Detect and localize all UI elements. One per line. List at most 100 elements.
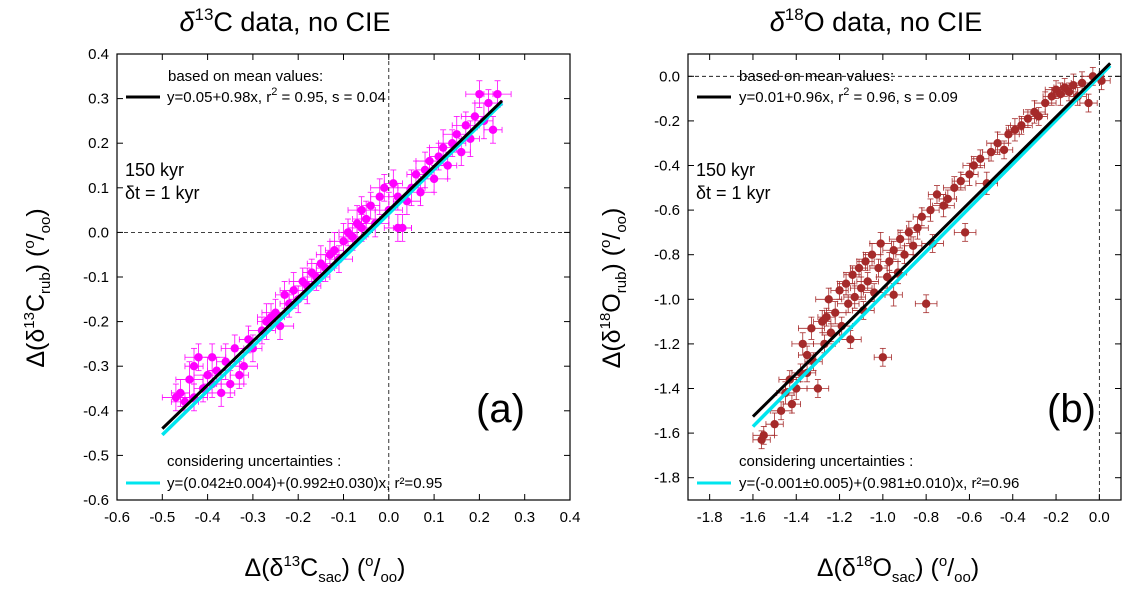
x-tick-label: 0.3 <box>514 509 535 526</box>
data-point <box>289 286 298 295</box>
data-point <box>854 263 864 273</box>
y-tick-label: -1.4 <box>654 381 680 398</box>
y-tick-label: -0.1 <box>83 269 109 286</box>
data-point <box>1010 125 1020 135</box>
chart-panel-a: -0.6 -0.5 -0.4 -0.3 -0.2 -0.1 0.0 0.1 0.2 0.3 0.4 -… <box>21 5 580 586</box>
plot-frame-a <box>116 53 571 501</box>
x-tick-label: 0.0 <box>378 509 399 526</box>
fit-line-uncertainty-a <box>161 101 504 437</box>
y-tick-label: -0.2 <box>654 113 680 130</box>
data-point <box>802 350 812 360</box>
data-point <box>882 272 892 282</box>
error-bars-a <box>161 80 512 412</box>
data-point <box>831 308 840 317</box>
x-tick-label: -1.4 <box>783 509 809 526</box>
y-tick-label: 0.0 <box>659 68 680 85</box>
data-point <box>876 239 885 248</box>
mean-equation-b: y=0.01+0.96x, r2 = 0.96, s = 0.09 <box>739 86 958 106</box>
data-point <box>375 192 384 201</box>
data-point <box>889 290 898 300</box>
data-point <box>1069 81 1078 90</box>
data-point <box>361 214 371 224</box>
data-point <box>216 388 226 398</box>
data-point <box>176 388 185 398</box>
data-point <box>759 431 768 440</box>
y-tick-label: 0.4 <box>88 46 109 63</box>
data-point <box>807 324 816 333</box>
uncertainty-equation-a: y=(0.042±0.004)+(0.992±0.030)x, r²=0.95 <box>167 475 442 492</box>
y-axis-label-b: Δ(δ18Orub) (o/oo) <box>597 208 630 369</box>
data-point <box>904 228 914 237</box>
data-point <box>266 312 276 322</box>
y-tick-label: -0.4 <box>654 158 680 175</box>
data-point <box>1034 112 1043 121</box>
data-point <box>429 174 439 184</box>
fit-line-uncertainty-b <box>751 64 1112 428</box>
data-point <box>878 353 888 362</box>
data-point <box>1023 114 1033 123</box>
data-point <box>926 205 935 215</box>
data-point <box>1084 98 1093 108</box>
fit-line-mean-a <box>161 99 504 430</box>
x-tick-label: -1.2 <box>827 509 853 526</box>
data-point <box>280 290 289 300</box>
data-point <box>917 212 927 221</box>
x-tick-label: -0.1 <box>331 509 357 526</box>
fit-lines-b <box>751 62 1112 428</box>
data-point <box>194 353 203 362</box>
data-point <box>1017 121 1026 130</box>
data-point <box>1004 130 1013 139</box>
y-tick-label: 0.0 <box>88 224 109 241</box>
data-point <box>1041 98 1050 108</box>
data-point <box>226 379 235 389</box>
x-tick-label: -1.8 <box>697 509 723 526</box>
data-point <box>488 125 498 135</box>
data-point <box>484 98 493 108</box>
data-points-b <box>757 72 1106 444</box>
time-step-label-b: δt = 1 kyr <box>696 183 771 203</box>
data-point <box>913 223 922 233</box>
x-tick-label: -0.6 <box>104 509 130 526</box>
data-point <box>452 130 461 139</box>
mean-equation-a: y=0.05+0.98x, r2 = 0.95, s = 0.04 <box>167 86 386 106</box>
data-point <box>885 257 894 266</box>
ticks-b: -1.8 -1.6 -1.4 -1.2 -1.0 -0.8 -0.6 -0.4 -0.2 0.0 -… <box>654 54 1121 526</box>
data-point <box>841 279 851 288</box>
ticks-a: -0.6 -0.5 -0.4 -0.3 -0.2 -0.1 0.0 0.1 0.2 0.3 0.4 -… <box>83 46 580 526</box>
data-point <box>986 147 996 157</box>
data-point <box>1047 92 1056 101</box>
data-point <box>976 154 985 164</box>
data-point <box>339 237 348 246</box>
y-tick-label: -1.2 <box>654 336 680 353</box>
data-point <box>185 375 194 384</box>
data-point <box>863 277 872 286</box>
data-point <box>425 156 434 166</box>
data-point <box>969 161 978 170</box>
data-point <box>438 143 448 152</box>
data-point <box>239 362 249 371</box>
data-point <box>993 139 1002 148</box>
uncertainty-header-a: considering uncertainties : <box>167 453 341 470</box>
y-tick-label: -0.6 <box>654 202 680 219</box>
x-tick-label: -0.4 <box>195 509 221 526</box>
data-point <box>230 344 239 353</box>
data-point <box>950 183 959 192</box>
x-tick-label: -0.2 <box>1043 509 1069 526</box>
y-tick-label: 0.2 <box>88 135 109 152</box>
data-point <box>398 223 407 233</box>
data-point <box>203 370 212 380</box>
y-tick-label: -1.6 <box>654 425 680 442</box>
data-point <box>813 384 823 393</box>
data-point <box>861 257 870 266</box>
x-tick-label: -0.8 <box>913 509 939 526</box>
data-point <box>330 246 339 255</box>
y-tick-label: -0.3 <box>83 358 109 375</box>
plot-frame-b <box>687 53 1122 501</box>
data-point <box>416 188 425 197</box>
data-point <box>826 328 836 337</box>
data-point <box>493 89 502 99</box>
uncertainty-header-b: considering uncertainties : <box>739 453 913 470</box>
uncertainty-equation-b: y=(-0.001±0.005)+(0.981±0.010)x, r²=0.96 <box>739 475 1019 492</box>
x-tick-label: 0.1 <box>424 509 445 526</box>
data-point <box>939 201 948 210</box>
